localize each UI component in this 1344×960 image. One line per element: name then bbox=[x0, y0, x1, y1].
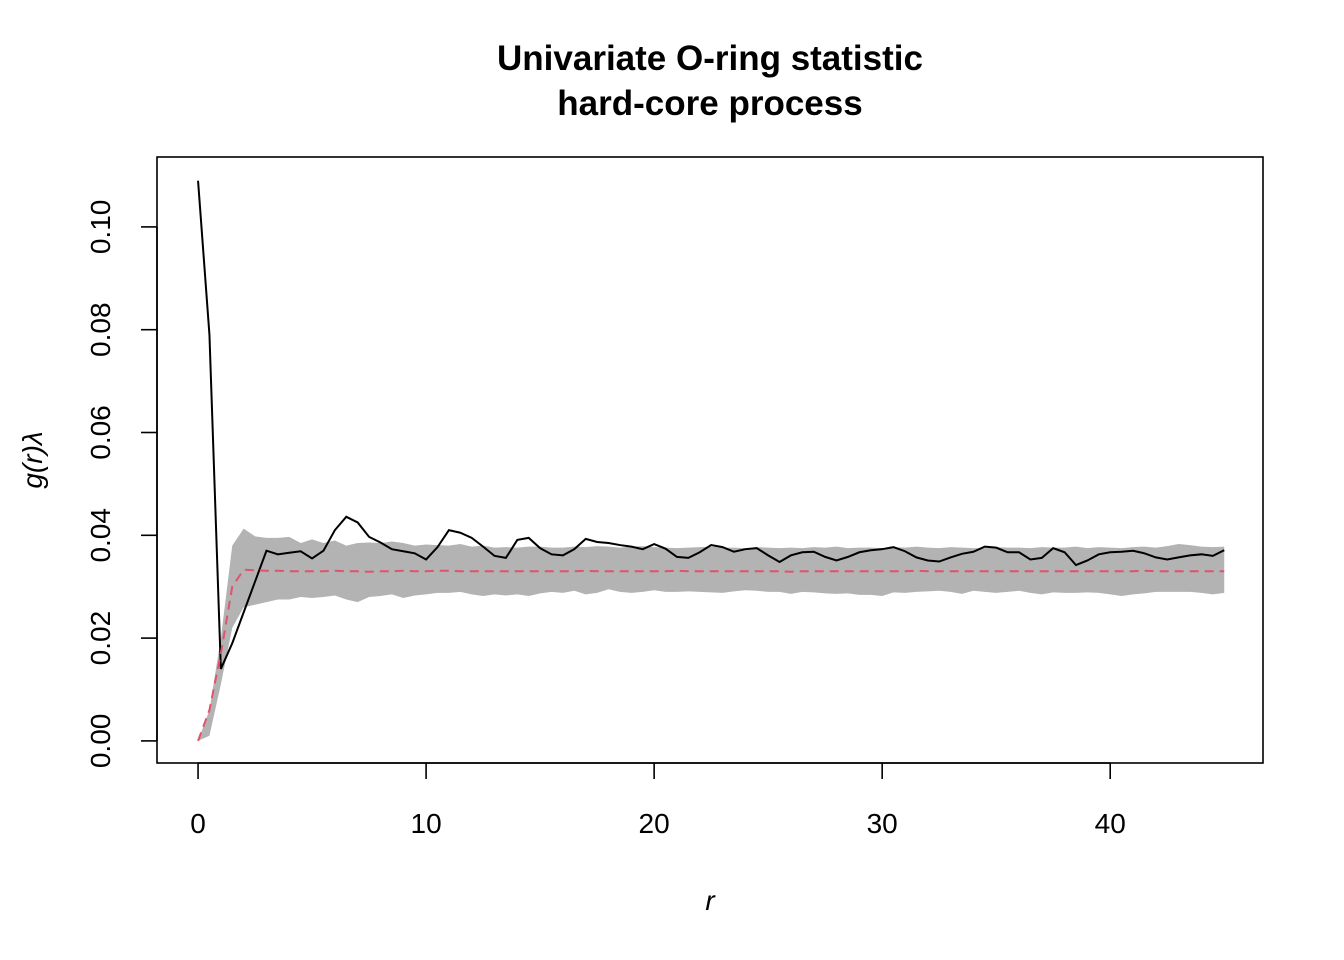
y-tick-label: 0.08 bbox=[85, 302, 116, 357]
plot-frame bbox=[156, 156, 1264, 764]
x-tick-label: 10 bbox=[411, 808, 442, 839]
x-tick-label: 40 bbox=[1095, 808, 1126, 839]
y-tick-label: 0.10 bbox=[85, 200, 116, 255]
x-tick-label: 0 bbox=[190, 808, 206, 839]
chart-subtitle: hard-core process bbox=[557, 84, 862, 123]
y-tick-label: 0.04 bbox=[85, 508, 116, 563]
data-line bbox=[197, 568, 1225, 742]
x-axis-label: r bbox=[705, 885, 716, 916]
x-tick-label: 30 bbox=[867, 808, 898, 839]
y-tick-label: 0.00 bbox=[85, 714, 116, 769]
envelope bbox=[198, 528, 1225, 741]
y-tick-label: 0.02 bbox=[85, 611, 116, 666]
y-tick-label: 0.06 bbox=[85, 405, 116, 460]
y-axis-label: g(r)λ bbox=[17, 431, 48, 488]
chart-title: Univariate O-ring statistic bbox=[497, 39, 923, 78]
data-line bbox=[197, 180, 1225, 670]
x-tick-label: 20 bbox=[639, 808, 670, 839]
